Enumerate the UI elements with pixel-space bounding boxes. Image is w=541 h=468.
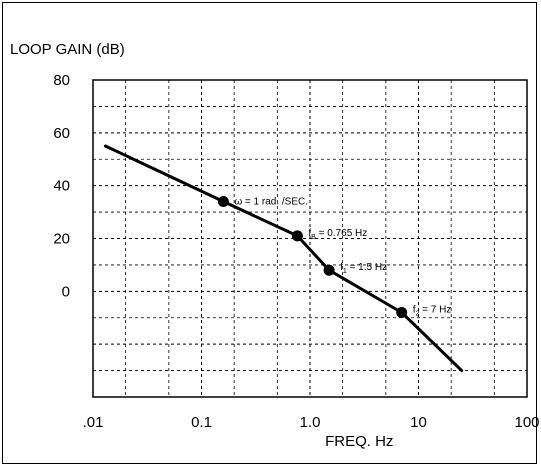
y-axis-title: LOOP GAIN (dB) — [10, 41, 125, 58]
breakpoint-marker — [217, 196, 229, 208]
series-layer — [103, 144, 464, 373]
x-tick-label: 0.1 — [191, 414, 212, 431]
x-axis-title: FREQ. Hz — [325, 433, 393, 450]
y-tick-label: 80 — [53, 72, 70, 89]
y-tick-label: 40 — [53, 178, 70, 195]
annotation-label: fB = 0.765 Hz — [308, 228, 367, 241]
plot-area-border — [92, 79, 528, 398]
annotation-label: ω = 1 rad. /SEC. — [234, 197, 308, 208]
tick-labels: 80 60 40 20 0 .01 0.1 1.0 10 100 — [53, 72, 539, 431]
chart-frame — [2, 2, 537, 464]
grid — [93, 80, 527, 397]
x-tick-label: 1.0 — [300, 414, 321, 431]
annotation-label: f1 = 1.5 Hz — [340, 262, 387, 275]
x-tick-label: 10 — [410, 414, 427, 431]
x-tick-label: .01 — [83, 414, 104, 431]
annotations: ω = 1 rad. /SEC. fB = 0.765 Hz f1 = 1.5 Hz… — [217, 196, 452, 318]
x-tick-label: 100 — [514, 414, 539, 431]
y-tick-label: 20 — [53, 231, 70, 248]
annotation-label: f2 = 7 Hz — [413, 304, 452, 317]
y-tick-label: 60 — [53, 125, 70, 142]
breakpoint-marker — [396, 306, 408, 318]
loop-gain-line — [103, 144, 464, 373]
y-tick-label: 0 — [62, 283, 70, 300]
breakpoint-marker — [291, 230, 303, 242]
breakpoint-marker — [323, 264, 335, 276]
